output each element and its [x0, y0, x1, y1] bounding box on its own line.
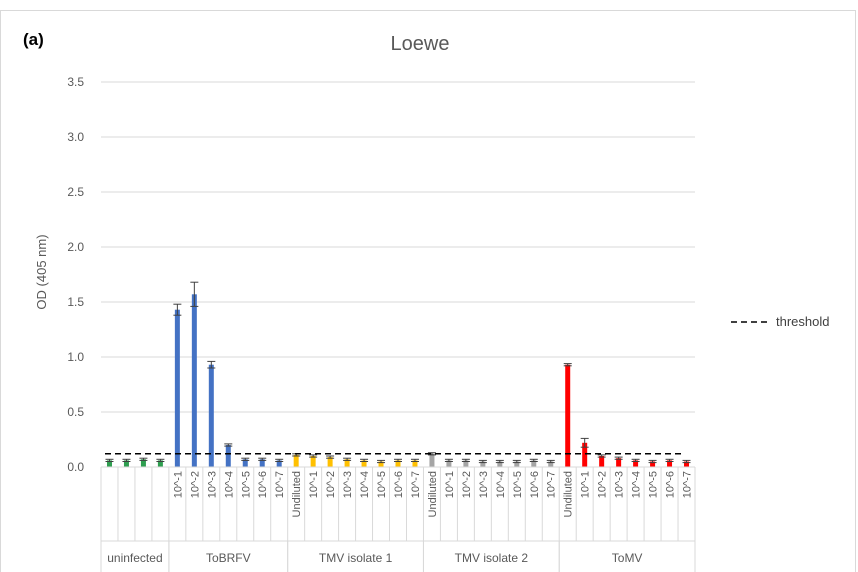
bar	[429, 453, 435, 467]
gridlines	[101, 81, 695, 413]
x-tick-label: 10^-6	[529, 471, 541, 498]
bar	[548, 461, 554, 467]
group-label: TMV isolate 1	[319, 551, 393, 565]
x-tick-label: 10^-2	[325, 471, 337, 498]
x-tick-label: 10^-1	[444, 471, 456, 498]
group-label: uninfected	[107, 551, 162, 565]
bar	[361, 460, 367, 467]
bar	[327, 457, 333, 467]
x-tick-label: 10^-4	[495, 471, 507, 498]
bar	[582, 442, 588, 467]
x-tick-label: 10^-4	[631, 471, 643, 498]
bar	[106, 460, 112, 467]
legend: threshold	[731, 314, 829, 329]
bar	[140, 459, 146, 467]
legend-threshold-label: threshold	[776, 314, 829, 329]
group-label: ToBRFV	[206, 551, 251, 565]
bar	[412, 460, 418, 467]
bar	[463, 460, 469, 467]
bar	[191, 294, 197, 467]
x-tick-label: 10^-5	[648, 471, 660, 498]
bar	[633, 460, 639, 467]
bar	[242, 459, 248, 467]
bar	[684, 461, 690, 467]
x-tick-label: 10^-4	[223, 471, 235, 498]
x-tick-label: 10^-6	[257, 471, 269, 498]
chart-frame	[0, 10, 856, 572]
x-tick-label: 10^-7	[682, 471, 694, 498]
x-tick-label: 10^-3	[614, 471, 626, 498]
bar	[446, 460, 452, 467]
group-label: TMV isolate 2	[455, 551, 529, 565]
x-tick-label: 10^-7	[546, 471, 558, 498]
axes: 0.0 0.5 1.0 1.5 2.0 2.5 3.0 3.5 10^-1 10^-2 10^-3 1…	[67, 75, 696, 572]
x-tick-label: 10^-5	[240, 471, 252, 498]
x-tick-label: Undiluted	[291, 471, 303, 517]
x-tick-label: 10^-4	[359, 471, 371, 498]
y-tick-label: 3.0	[67, 130, 84, 144]
bar	[395, 460, 401, 467]
y-tick-label: 2.5	[67, 185, 84, 199]
x-tick-label: 10^-3	[478, 471, 490, 498]
bar	[310, 456, 316, 467]
bar	[293, 454, 299, 467]
bar	[276, 460, 282, 467]
x-tick-label: 10^-5	[512, 471, 524, 498]
bar	[497, 461, 503, 467]
bar	[157, 460, 163, 467]
x-tick-label: 10^-6	[665, 471, 677, 498]
chart-title: Loewe	[390, 33, 450, 55]
bar	[599, 456, 605, 467]
y-tick-label: 2.0	[67, 240, 84, 254]
x-tick-label: 10^-6	[393, 471, 405, 498]
y-tick-label: 1.0	[67, 350, 84, 364]
bar	[667, 460, 673, 467]
y-tick-label: 3.5	[67, 75, 84, 89]
x-tick-label: Undiluted	[427, 471, 439, 517]
x-tick-label: 10^-3	[206, 471, 218, 498]
group-label: ToMV	[612, 551, 643, 565]
y-axis-label: OD (405 nm)	[34, 234, 49, 309]
x-tick-label: 10^-2	[597, 471, 609, 498]
x-tick-label: 10^-2	[189, 471, 201, 498]
bar	[123, 460, 129, 467]
bar	[208, 364, 214, 467]
y-tick-label: 0.0	[67, 460, 84, 474]
x-tick-label: 10^-7	[410, 471, 422, 498]
panel-label: (a)	[23, 30, 44, 49]
bar	[344, 459, 350, 467]
y-tick-label: 1.5	[67, 295, 84, 309]
bar	[259, 459, 265, 467]
x-tick-label: 10^-1	[172, 471, 184, 498]
bar	[650, 461, 656, 467]
x-tick-label: 10^-5	[376, 471, 388, 498]
x-tick-label: 10^-1	[308, 471, 320, 498]
x-tick-label: 10^-7	[274, 471, 286, 498]
bars	[105, 281, 691, 467]
x-tick-label: Undiluted	[563, 471, 575, 517]
x-tick-label: 10^-1	[580, 471, 592, 498]
x-tick-label: 10^-2	[461, 471, 473, 498]
bar	[378, 461, 384, 467]
bar	[480, 461, 486, 467]
y-tick-label: 0.5	[67, 405, 84, 419]
bar	[514, 461, 520, 467]
bar	[565, 364, 571, 467]
x-tick-label: 10^-3	[342, 471, 354, 498]
bar	[225, 445, 231, 467]
bar	[616, 458, 622, 467]
bar	[531, 460, 537, 467]
bar	[174, 309, 180, 467]
